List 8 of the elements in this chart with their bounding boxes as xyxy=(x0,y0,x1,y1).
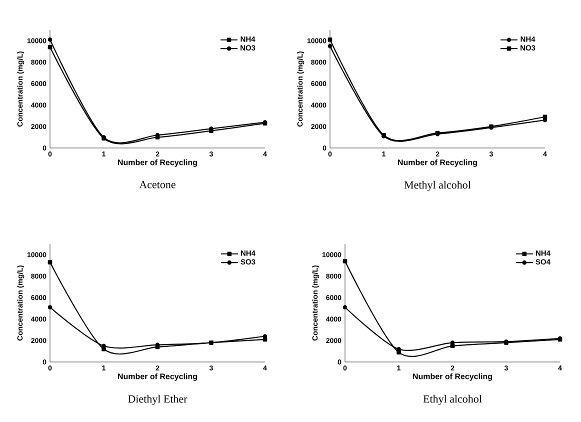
text: Diethyl Ether xyxy=(128,394,188,405)
x-axis-title: Number of Recycling xyxy=(118,159,197,167)
text: Ethyl alcohol xyxy=(423,394,482,405)
x-axis-title: Number of Recycling xyxy=(413,373,492,381)
x-axis-title: Number of Recycling xyxy=(398,159,477,167)
text: Acetone xyxy=(139,180,176,188)
text: Methyl alcohol xyxy=(404,180,471,191)
x-axis-title: Number of Recycling xyxy=(118,373,197,381)
